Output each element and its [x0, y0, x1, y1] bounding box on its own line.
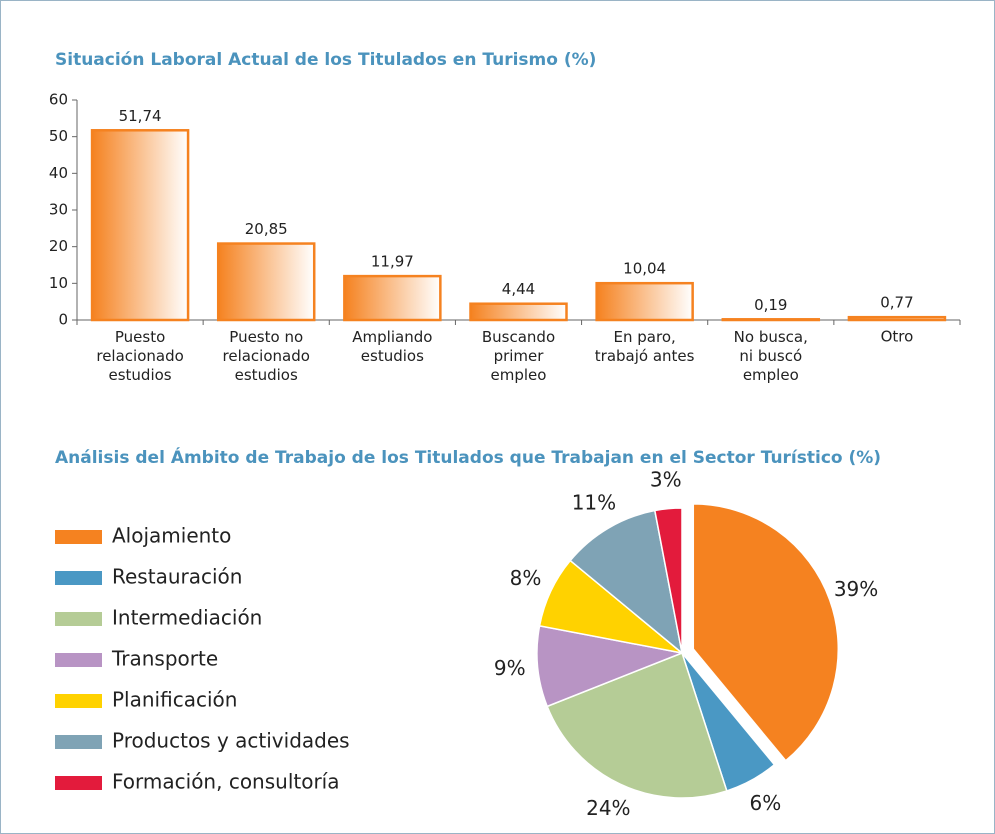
- pie-slice: [692, 503, 840, 762]
- y-tick-label: 20: [49, 237, 68, 255]
- x-tick-label: No busca, ni buscó empleo: [734, 328, 808, 384]
- legend-swatch: [55, 530, 102, 544]
- slice-label: 39%: [834, 577, 878, 601]
- legend-swatch: [55, 735, 102, 749]
- value-label: 4,44: [502, 280, 535, 298]
- y-tick-label: 10: [49, 274, 68, 292]
- pie-title: Análisis del Ámbito de Trabajo de los Ti…: [55, 446, 881, 468]
- slice-label: 9%: [494, 656, 526, 680]
- slice-label: 3%: [650, 467, 682, 491]
- slice-label: 8%: [510, 566, 542, 590]
- x-tick-label: Puesto relacionado estudios: [96, 328, 183, 384]
- x-tick-label: Ampliando estudios: [352, 328, 432, 365]
- slice-label: 24%: [586, 796, 630, 820]
- x-tick-label: Otro: [881, 328, 914, 346]
- legend-swatch: [55, 694, 102, 708]
- bar: [90, 129, 190, 322]
- bar: [469, 302, 568, 322]
- legend-swatch: [55, 653, 102, 667]
- pie-slice: [569, 509, 684, 655]
- pie-slice: [536, 624, 685, 708]
- y-tick-label: 60: [49, 91, 68, 109]
- bar-title: Situación Laboral Actual de los Titulado…: [55, 50, 596, 70]
- y-tick-label: 40: [49, 164, 68, 182]
- legend-label: Restauración: [112, 565, 242, 589]
- value-label: 11,97: [371, 253, 414, 271]
- x-tick-label: Buscando primer empleo: [482, 328, 555, 384]
- legend-swatch: [55, 612, 102, 626]
- value-label: 10,04: [623, 260, 666, 278]
- value-label: 51,74: [119, 107, 162, 125]
- value-label: 0,19: [754, 296, 787, 314]
- value-label: 20,85: [245, 220, 288, 238]
- legend-label: Planificación: [112, 688, 237, 712]
- bar: [595, 281, 694, 322]
- slice-label: 6%: [749, 791, 781, 815]
- x-tick-label: En paro, trabajó antes: [595, 328, 695, 365]
- bar: [216, 242, 316, 322]
- legend-label: Productos y actividades: [112, 729, 350, 753]
- bar: [343, 274, 442, 322]
- pie-slice: [653, 507, 683, 654]
- legend-label: Alojamiento: [112, 524, 231, 548]
- slice-label: 11%: [572, 491, 616, 515]
- legend-label: Transporte: [111, 647, 218, 671]
- legend-label: Intermediación: [112, 606, 262, 630]
- y-tick-label: 30: [49, 201, 68, 219]
- y-tick-label: 50: [49, 127, 68, 145]
- bar: [721, 318, 821, 322]
- legend-swatch: [55, 776, 102, 790]
- bar: [847, 315, 947, 322]
- value-label: 0,77: [880, 294, 913, 312]
- legend-swatch: [55, 571, 102, 585]
- x-tick-label: Puesto no relacionado estudios: [223, 328, 310, 384]
- legend-label: Formación, consultoría: [112, 770, 340, 794]
- y-tick-label: 0: [58, 311, 68, 329]
